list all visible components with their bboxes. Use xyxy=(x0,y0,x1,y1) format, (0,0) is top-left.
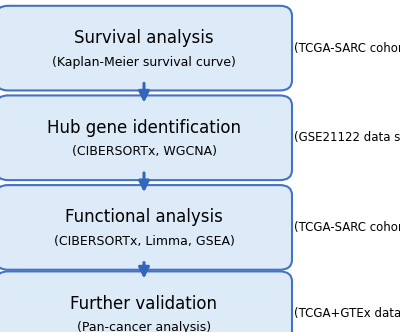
Text: (Kaplan-Meier survival curve): (Kaplan-Meier survival curve) xyxy=(52,55,236,69)
Text: (CIBERSORTx, WGCNA): (CIBERSORTx, WGCNA) xyxy=(72,145,216,158)
FancyBboxPatch shape xyxy=(0,272,292,332)
FancyBboxPatch shape xyxy=(0,185,292,270)
Text: (CIBERSORTx, Limma, GSEA): (CIBERSORTx, Limma, GSEA) xyxy=(54,235,234,248)
Text: Further validation: Further validation xyxy=(70,295,218,313)
Text: (TCGA-SARC cohort): (TCGA-SARC cohort) xyxy=(294,42,400,55)
Text: Hub gene identification: Hub gene identification xyxy=(47,119,241,137)
Text: Survival analysis: Survival analysis xyxy=(74,29,214,47)
FancyBboxPatch shape xyxy=(0,6,292,91)
Text: (TCGA-SARC cohort): (TCGA-SARC cohort) xyxy=(294,221,400,234)
Text: (Pan-cancer analysis): (Pan-cancer analysis) xyxy=(77,321,211,332)
Text: (TCGA+GTEx database): (TCGA+GTEx database) xyxy=(294,307,400,320)
Text: (GSE21122 data set): (GSE21122 data set) xyxy=(294,131,400,144)
Text: Functional analysis: Functional analysis xyxy=(65,208,223,226)
FancyBboxPatch shape xyxy=(0,96,292,180)
